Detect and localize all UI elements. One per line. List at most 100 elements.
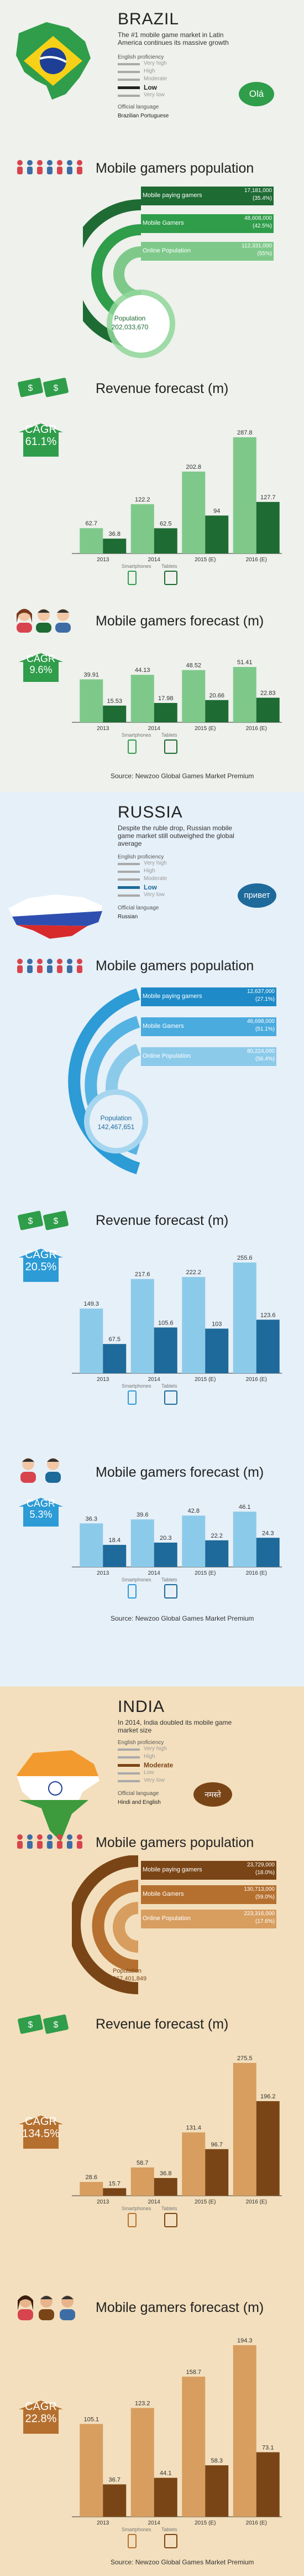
population-title: Mobile gamers population xyxy=(96,161,254,176)
official-language: Russian xyxy=(118,914,138,920)
smartphones-bar xyxy=(80,528,103,554)
population-bar-gamers-label: Mobile Gamers xyxy=(143,1891,184,1897)
x-tick-label: 2015 (E) xyxy=(195,2520,216,2526)
revenue-title: Revenue forecast (m) xyxy=(96,381,229,396)
proficiency-very-high: Very high xyxy=(144,1746,167,1752)
proficiency-very-low: Very low xyxy=(144,92,165,98)
smartphone-icon xyxy=(128,2534,137,2548)
x-tick-label: 2016 (E) xyxy=(246,1377,267,1383)
greeting-bubble: नमस्ते xyxy=(193,1782,232,1807)
proficiency-scale xyxy=(118,63,201,97)
population-bar-gamers-value: 46,698,000 xyxy=(247,1018,275,1025)
proficiency-scale xyxy=(118,863,201,897)
legend-smartphones: Smartphones xyxy=(122,1383,151,1389)
population-title: Mobile gamers population xyxy=(96,1835,254,1850)
tablets-bar xyxy=(205,2465,229,2517)
gamers-cagr-label: CAGR xyxy=(25,2401,57,2413)
population-rings xyxy=(68,988,148,1175)
data-label: 28.6 xyxy=(86,2174,97,2181)
data-label: 62.5 xyxy=(160,520,171,527)
tablet-icon xyxy=(164,2213,177,2227)
x-tick-label: 2015 (E) xyxy=(195,1377,216,1383)
svg-text:$: $ xyxy=(54,384,59,393)
population-bar-paying xyxy=(141,187,274,205)
tablets-bar xyxy=(103,539,127,554)
money-icon: $ $ xyxy=(18,1211,69,1230)
smartphones-bar xyxy=(233,1263,256,1373)
data-label: 103 xyxy=(212,1321,222,1327)
data-label: 73.1 xyxy=(262,2444,274,2451)
x-tick-label: 2013 xyxy=(97,1570,109,1576)
smartphone-icon xyxy=(128,571,137,585)
tablets-bar xyxy=(103,2188,127,2196)
cagr-arrow xyxy=(19,2401,63,2434)
official-language: Brazilian Portuguese xyxy=(118,113,169,119)
tablets-bar xyxy=(205,700,229,722)
population-value: 202,033,670 xyxy=(111,323,149,331)
x-tick-label: 2013 xyxy=(97,726,109,732)
cagr-arrow xyxy=(19,1498,63,1527)
tablets-bar xyxy=(154,1542,177,1567)
legend-smartphones: Smartphones xyxy=(122,1577,151,1582)
cagr-arrow xyxy=(19,423,63,457)
data-label: 51.41 xyxy=(237,659,253,666)
smartphone-icon xyxy=(128,1584,137,1599)
people-icons xyxy=(17,1834,82,1849)
proficiency-high: High xyxy=(144,68,155,74)
brazil-revenue-chart: 62.7 36.8 2013 122.2 62.5 2014 202.8 94 2015 (E)… xyxy=(19,423,282,585)
population-bar-gamers-value: 48,608,000 xyxy=(244,215,272,221)
data-label: 22.2 xyxy=(211,1533,223,1539)
tablets-bar xyxy=(256,2452,280,2517)
legend-tablets: Tablets xyxy=(161,1383,177,1389)
population-bar-paying-value: 23,729,000 xyxy=(247,1862,275,1868)
tablet-icon xyxy=(164,2534,177,2548)
x-tick-label: 2016 (E) xyxy=(246,1570,267,1576)
population-bar-paying xyxy=(141,1861,276,1880)
legend-smartphones: Smartphones xyxy=(122,2206,151,2211)
country-name: RUSSIA xyxy=(118,803,183,821)
data-label: 15.7 xyxy=(109,2180,120,2187)
x-tick-label: 2015 (E) xyxy=(195,557,216,563)
population-bar-gamers-label: Mobile Gamers xyxy=(143,220,184,226)
smartphones-bar xyxy=(130,504,154,554)
tablets-bar xyxy=(256,1320,280,1373)
population-value: 1,267,401,849 xyxy=(107,1975,147,1982)
data-label: 194.3 xyxy=(237,2337,253,2344)
country-description-line-3: average xyxy=(118,840,142,847)
data-label: 44.13 xyxy=(135,667,150,674)
revenue-cagr-value: 61.1% xyxy=(25,436,57,448)
smartphones-bar xyxy=(182,2376,206,2517)
smartphones-bar xyxy=(80,679,103,722)
gamers-avatars-icon xyxy=(17,609,71,633)
smartphones-bar xyxy=(130,675,154,722)
population-bar-paying-pct: (18.0%) xyxy=(255,1870,275,1876)
data-label: 39.91 xyxy=(83,671,99,678)
x-tick-label: 2014 xyxy=(148,557,161,563)
svg-text:$: $ xyxy=(28,384,33,393)
x-tick-label: 2015 (E) xyxy=(195,2199,216,2205)
population-bar-online-value: 223,316,000 xyxy=(244,1911,275,1917)
legend-tablets: Tablets xyxy=(161,1577,177,1582)
x-tick-label: 2014 xyxy=(148,2520,161,2526)
data-label: 105.1 xyxy=(83,2416,99,2423)
russia-section: RUSSIA Despite the ruble drop, Russian m… xyxy=(0,792,304,1687)
population-bar-paying-value: 17,181,000 xyxy=(244,188,272,194)
smartphones-bar xyxy=(130,1279,154,1373)
population-bar-online-pct: (17.6%) xyxy=(255,1918,275,1925)
data-label: 15.53 xyxy=(107,698,122,705)
country-description-line-1: The #1 mobile game market in Latin xyxy=(118,31,224,39)
english-proficiency-label: English proficiency xyxy=(118,854,164,860)
data-label: 36.8 xyxy=(109,531,120,537)
gamers-avatars-icon xyxy=(18,2295,75,2320)
proficiency-scale xyxy=(118,1749,201,1782)
population-title: Mobile gamers population xyxy=(96,958,254,974)
data-label: 22.83 xyxy=(260,690,276,697)
data-label: 24.3 xyxy=(262,1530,274,1537)
x-tick-label: 2013 xyxy=(97,1377,109,1383)
official-language-label: Official language xyxy=(118,1791,159,1797)
data-label: 17.98 xyxy=(158,695,174,702)
smartphones-bar xyxy=(130,2167,154,2196)
tablet-icon xyxy=(164,739,177,754)
data-label: 18.4 xyxy=(109,1537,120,1544)
tablets-bar xyxy=(205,1540,229,1567)
